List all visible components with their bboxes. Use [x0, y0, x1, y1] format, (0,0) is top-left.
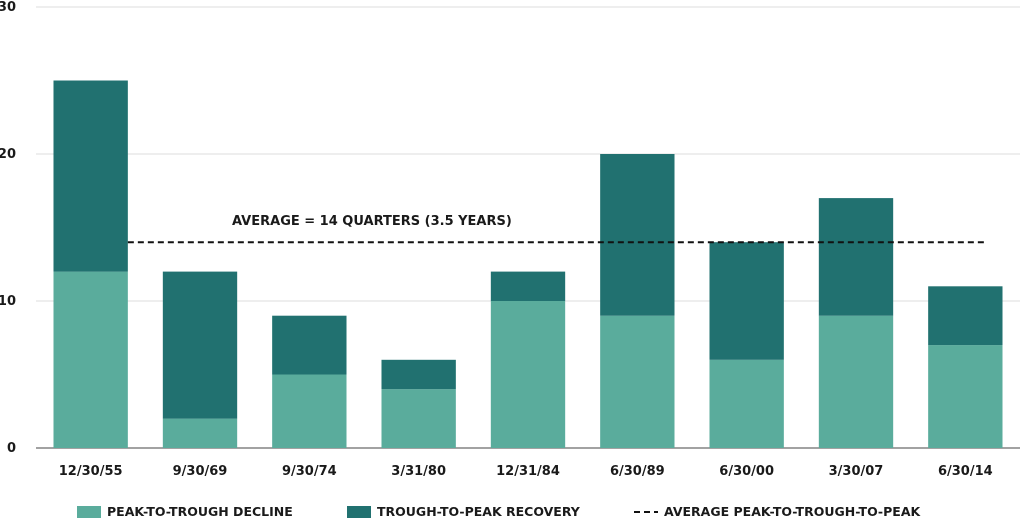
- bar-decline-4: [490, 301, 566, 448]
- average-annotation: AVERAGE = 14 QUARTERS (3.5 YEARS): [232, 214, 512, 229]
- bar-recovery-5: [600, 154, 675, 316]
- x-axis-ticks: 12/30/55 9/30/69 9/30/74 3/31/80 12/31/84 6/3…: [59, 464, 993, 479]
- y-tick-label: 0: [7, 441, 16, 456]
- y-tick-label: 20: [0, 147, 16, 162]
- legend-recovery: TROUGH-TO-PEAK RECOVERY: [347, 504, 581, 519]
- legend-recovery-swatch: [347, 506, 371, 518]
- bar-decline-8: [928, 345, 1003, 448]
- x-tick-label: 6/30/14: [938, 464, 993, 479]
- bar-recovery-0: [53, 80, 128, 272]
- legend-recovery-label: TROUGH-TO-PEAK RECOVERY: [377, 504, 581, 519]
- legend-decline-label: PEAK-TO-TROUGH DECLINE: [107, 504, 293, 519]
- x-tick-label: 6/30/89: [610, 464, 665, 479]
- bar-recovery-7: [818, 198, 894, 316]
- bar-recovery-4: [490, 271, 566, 301]
- bar-recovery-3: [381, 359, 456, 390]
- bar-decline-0: [53, 271, 128, 448]
- bar-decline-1: [162, 418, 238, 448]
- bar-recovery-1: [162, 271, 238, 419]
- bar-recovery-8: [928, 286, 1003, 346]
- bar-recovery-6: [709, 242, 784, 360]
- legend-decline-swatch: [77, 506, 101, 518]
- x-tick-label: 9/30/69: [173, 464, 228, 479]
- bar-decline-7: [818, 315, 894, 448]
- legend-decline: PEAK-TO-TROUGH DECLINE: [77, 504, 293, 519]
- y-tick-label: 30: [0, 0, 16, 15]
- bar-decline-3: [381, 389, 456, 448]
- x-tick-label: 9/30/74: [282, 464, 337, 479]
- y-tick-label: 10: [0, 294, 16, 309]
- average-line-group: AVERAGE = 14 QUARTERS (3.5 YEARS): [127, 214, 988, 244]
- x-tick-label: 12/30/55: [59, 464, 123, 479]
- legend: PEAK-TO-TROUGH DECLINE TROUGH-TO-PEAK REC…: [77, 504, 921, 519]
- bar-recovery-2: [272, 315, 347, 375]
- legend-average: AVERAGE PEAK-TO-TROUGH-TO-PEAK: [634, 504, 921, 519]
- legend-average-label: AVERAGE PEAK-TO-TROUGH-TO-PEAK: [664, 504, 921, 519]
- x-tick-label: 3/30/07: [829, 464, 884, 479]
- x-tick-label: 6/30/00: [719, 464, 774, 479]
- bar-decline-5: [600, 315, 675, 448]
- x-tick-label: 3/31/80: [391, 464, 446, 479]
- bars: [53, 80, 1003, 448]
- bar-decline-2: [272, 374, 347, 448]
- bar-decline-6: [709, 359, 784, 448]
- x-tick-label: 12/31/84: [496, 464, 560, 479]
- y-axis-ticks: 0 10 20 30: [0, 0, 16, 456]
